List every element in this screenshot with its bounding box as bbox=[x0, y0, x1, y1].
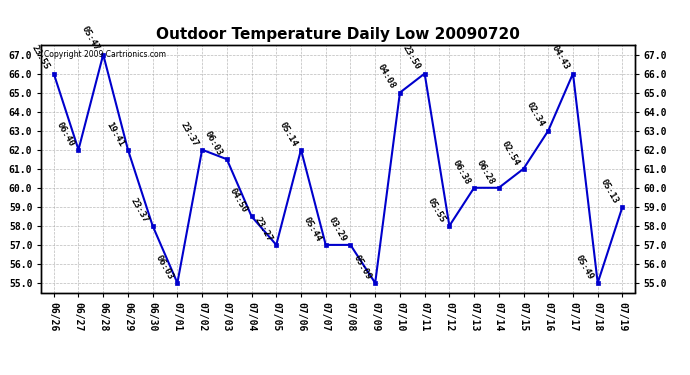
Text: 05:47: 05:47 bbox=[79, 25, 101, 52]
Text: 02:54: 02:54 bbox=[500, 139, 521, 167]
Text: 05:55: 05:55 bbox=[426, 196, 447, 224]
Text: 19:41: 19:41 bbox=[104, 120, 126, 148]
Text: 02:34: 02:34 bbox=[524, 101, 546, 129]
Text: Copyright 2009 Cartrionics.com: Copyright 2009 Cartrionics.com bbox=[44, 50, 166, 59]
Text: 06:28: 06:28 bbox=[475, 158, 496, 186]
Text: 23:27: 23:27 bbox=[253, 215, 274, 243]
Text: 06:40: 06:40 bbox=[55, 120, 76, 148]
Text: 23:37: 23:37 bbox=[129, 196, 150, 224]
Text: 06:38: 06:38 bbox=[451, 158, 471, 186]
Text: 05:44: 05:44 bbox=[302, 215, 323, 243]
Text: 23:37: 23:37 bbox=[179, 120, 199, 148]
Text: 05:49: 05:49 bbox=[574, 253, 595, 281]
Text: 04:43: 04:43 bbox=[549, 44, 571, 72]
Title: Outdoor Temperature Daily Low 20090720: Outdoor Temperature Daily Low 20090720 bbox=[156, 27, 520, 42]
Text: 04:50: 04:50 bbox=[228, 187, 249, 214]
Text: 23:55: 23:55 bbox=[30, 44, 51, 72]
Text: 05:09: 05:09 bbox=[351, 253, 373, 281]
Text: 03:29: 03:29 bbox=[327, 215, 348, 243]
Text: 05:13: 05:13 bbox=[599, 177, 620, 205]
Text: 06:03: 06:03 bbox=[154, 253, 175, 281]
Text: 06:03: 06:03 bbox=[203, 129, 224, 158]
Text: 05:14: 05:14 bbox=[277, 120, 299, 148]
Text: 23:50: 23:50 bbox=[401, 44, 422, 72]
Text: 04:08: 04:08 bbox=[376, 63, 397, 91]
